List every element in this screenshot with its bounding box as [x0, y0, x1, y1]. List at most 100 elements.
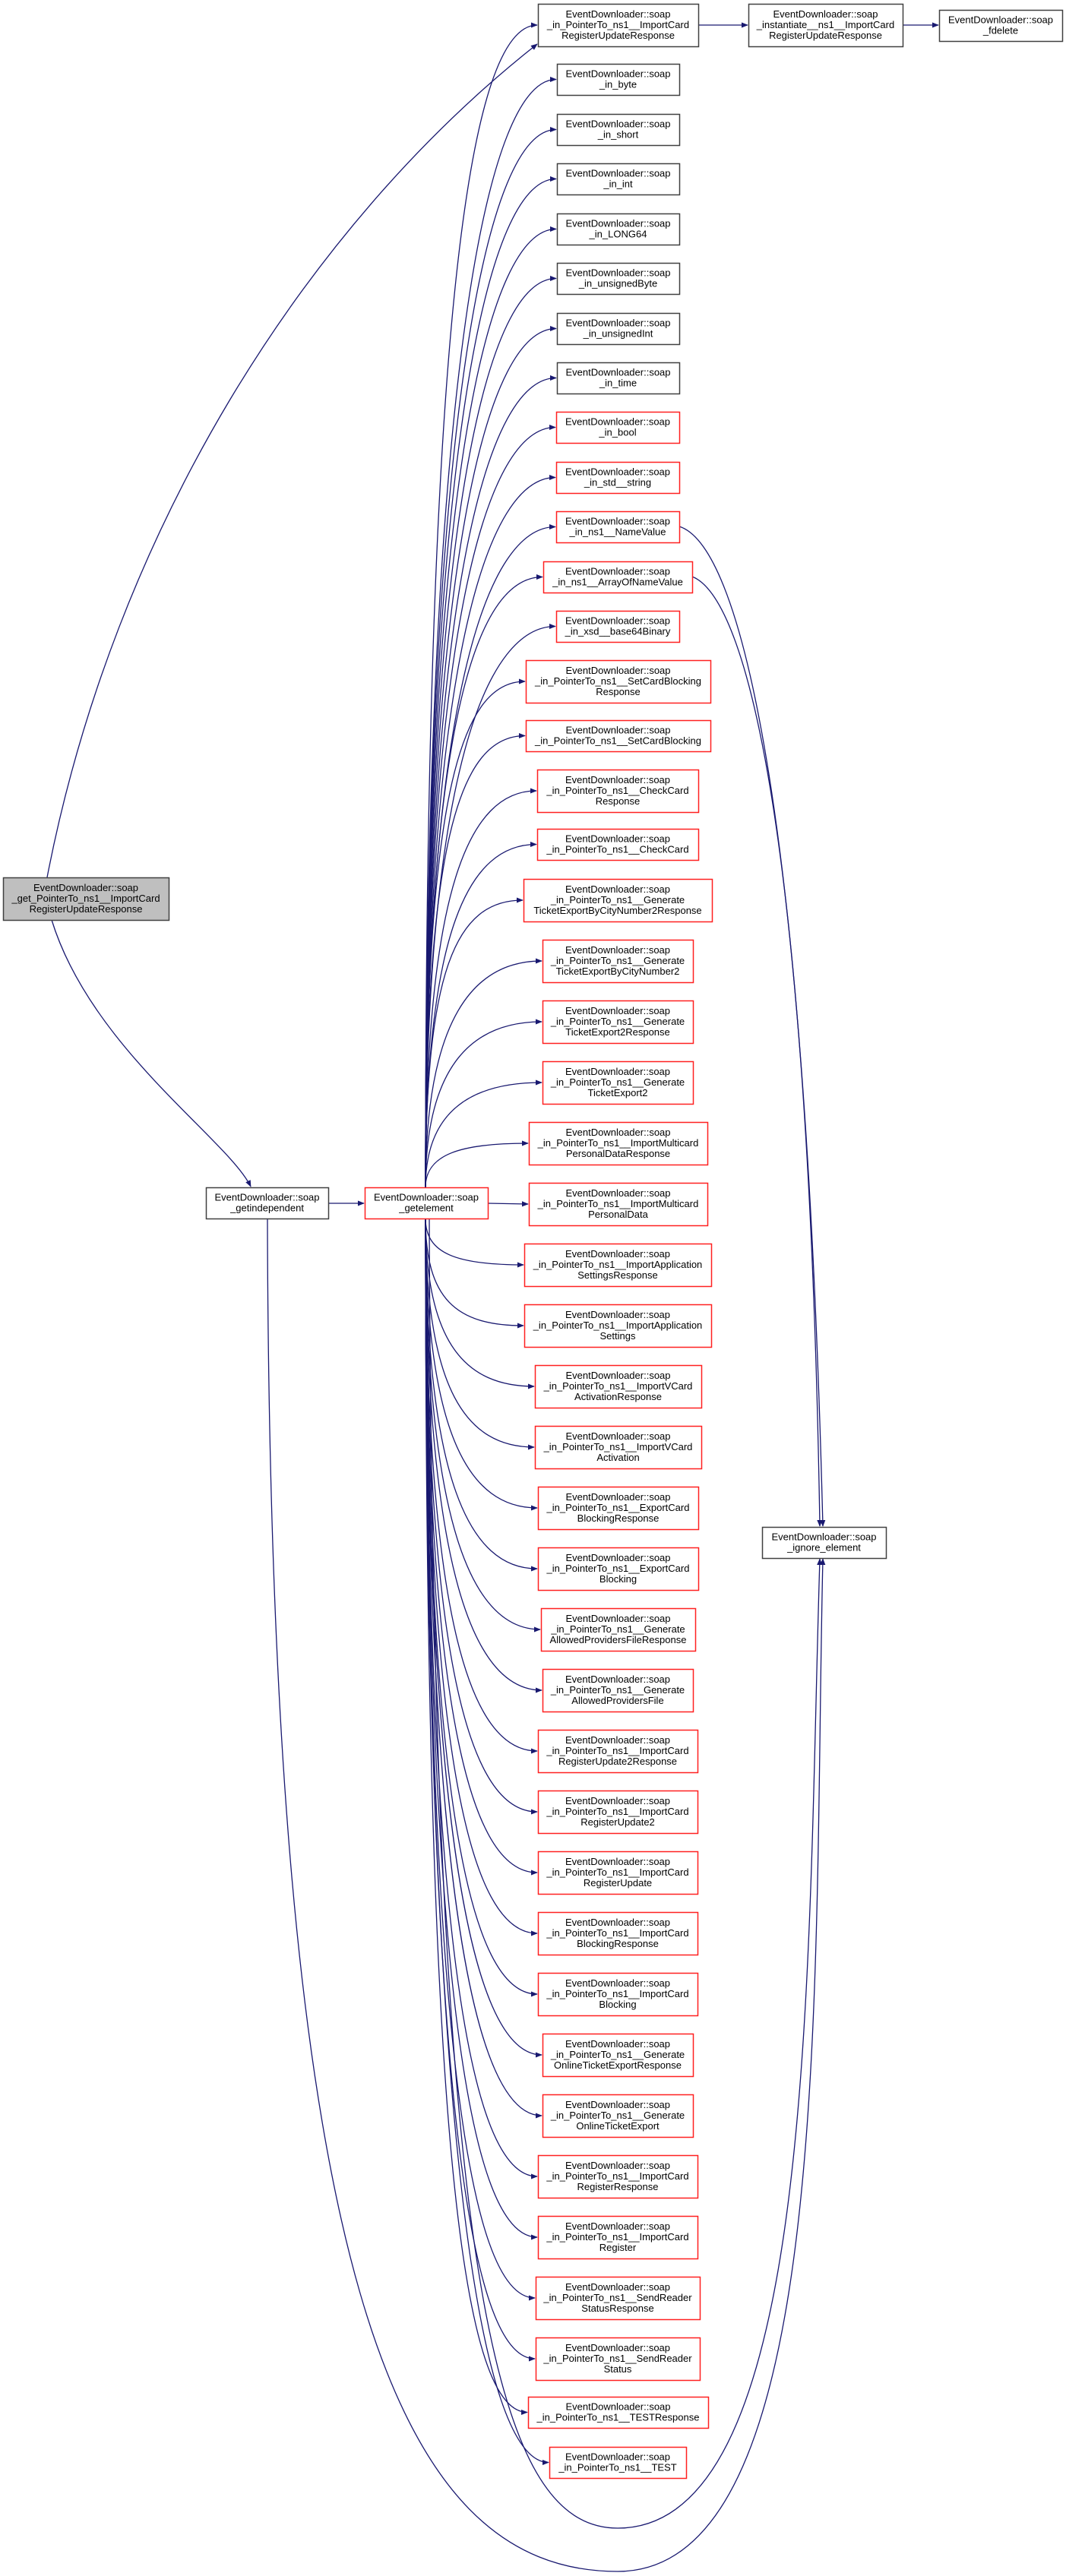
callee-node-4[interactable]: EventDownloader::soap_in_LONG64 — [556, 213, 681, 246]
node-label: _in_PointerTo_ns1__ImportCard — [546, 1806, 688, 1817]
node-box — [556, 362, 681, 395]
callee-node-9[interactable]: EventDownloader::soap_in_std__string — [555, 461, 681, 495]
ignore-element-node[interactable]: EventDownloader::soap_ignore_element — [761, 1526, 887, 1560]
node-label: _in_PointerTo_ns1__ImportCard — [546, 1745, 688, 1756]
node-label: Response — [596, 686, 641, 697]
callee-node-10[interactable]: EventDownloader::soap_in_ns1__NameValue — [555, 510, 681, 544]
callee-node-30[interactable]: EventDownloader::soap_in_PointerTo_ns1__… — [542, 1668, 694, 1713]
edge-getelement-to-callee4 — [425, 226, 557, 1188]
node-label: _in_PointerTo_ns1__ImportCard — [546, 1927, 688, 1939]
node-label: RegisterUpdate — [584, 1877, 652, 1889]
callee-node-1[interactable]: EventDownloader::soap_in_byte — [556, 63, 681, 96]
callee-node-5[interactable]: EventDownloader::soap_in_unsignedByte — [556, 262, 681, 296]
node-box — [556, 213, 681, 246]
edge-getelement-to-callee31 — [425, 1218, 538, 1754]
node-label: EventDownloader::soap — [565, 725, 670, 736]
node-label: EventDownloader::soap — [33, 882, 138, 893]
callee-node-36[interactable]: EventDownloader::soap_in_PointerTo_ns1__… — [542, 2033, 694, 2078]
node-label: _in_PointerTo_ns1__Generate — [550, 1076, 685, 1088]
callee-node-17[interactable]: EventDownloader::soap_in_PointerTo_ns1__… — [523, 878, 713, 923]
callee-node-19[interactable]: EventDownloader::soap_in_PointerTo_ns1__… — [542, 1000, 694, 1045]
node-label: EventDownloader::soap — [565, 218, 670, 229]
instantiate-node[interactable]: EventDownloader::soap_instantiate__ns1__… — [748, 3, 904, 48]
node-label: EventDownloader::soap — [565, 2160, 670, 2171]
node-label: EventDownloader::soap — [565, 1977, 670, 1989]
callee-node-20[interactable]: EventDownloader::soap_in_PointerTo_ns1__… — [542, 1060, 694, 1105]
getindependent-node[interactable]: EventDownloader::soap_getindependent — [205, 1187, 330, 1220]
callee-node-27[interactable]: EventDownloader::soap_in_PointerTo_ns1__… — [537, 1486, 700, 1531]
callee-node-43[interactable]: EventDownloader::soap_in_PointerTo_ns1__… — [549, 2446, 688, 2480]
node-label: ActivationResponse — [574, 1391, 662, 1402]
node-label: _in_PointerTo_ns1__CheckCard — [546, 785, 688, 796]
node-label: Status — [604, 2363, 632, 2375]
node-box — [542, 1000, 694, 1045]
getelement-node[interactable]: EventDownloader::soap_getelement — [364, 1187, 489, 1220]
callee-node-31[interactable]: EventDownloader::soap_in_PointerTo_ns1__… — [537, 1729, 699, 1774]
callee-node-33[interactable]: EventDownloader::soap_in_PointerTo_ns1__… — [537, 1851, 699, 1895]
callee-node-39[interactable]: EventDownloader::soap_in_PointerTo_ns1__… — [537, 2215, 699, 2260]
callee-node-0[interactable]: EventDownloader::soap_in_PointerTo_ns1__… — [537, 3, 700, 48]
node-box — [527, 2396, 710, 2429]
callee-node-13[interactable]: EventDownloader::soap_in_PointerTo_ns1__… — [525, 659, 712, 704]
callee-node-21[interactable]: EventDownloader::soap_in_PointerTo_ns1__… — [528, 1121, 709, 1166]
callee-node-41[interactable]: EventDownloader::soap_in_PointerTo_ns1__… — [535, 2337, 701, 2382]
fdelete-node[interactable]: EventDownloader::soap_fdelete — [938, 9, 1064, 43]
callee-node-14[interactable]: EventDownloader::soap_in_PointerTo_ns1__… — [525, 719, 712, 753]
edge-getelement-to-callee33 — [425, 1218, 538, 1876]
node-box — [528, 1182, 709, 1227]
callee-node-18[interactable]: EventDownloader::soap_in_PointerTo_ns1__… — [542, 939, 694, 984]
edge-getelement-to-ignore — [429, 1218, 823, 2529]
node-label: _in_PointerTo_ns1__Generate — [550, 1684, 685, 1696]
node-label: EventDownloader::soap — [565, 883, 670, 895]
callee-node-6[interactable]: EventDownloader::soap_in_unsignedInt — [556, 312, 681, 346]
callee-node-42[interactable]: EventDownloader::soap_in_PointerTo_ns1__… — [527, 2396, 710, 2429]
edge-getelement-to-callee29 — [425, 1218, 541, 1633]
callee-node-40[interactable]: EventDownloader::soap_in_PointerTo_ns1__… — [535, 2276, 701, 2321]
node-label: EventDownloader::soap — [214, 1192, 319, 1203]
root-node[interactable]: EventDownloader::soap_get_PointerTo_ns1_… — [2, 877, 170, 921]
edge-getelement-to-callee17 — [425, 897, 524, 1188]
callee-node-23[interactable]: EventDownloader::soap_in_PointerTo_ns1__… — [524, 1243, 713, 1288]
node-label: EventDownloader::soap — [565, 1309, 670, 1320]
node-label: RegisterUpdateResponse — [561, 30, 675, 41]
callee-node-25[interactable]: EventDownloader::soap_in_PointerTo_ns1__… — [534, 1364, 703, 1409]
callee-node-35[interactable]: EventDownloader::soap_in_PointerTo_ns1__… — [537, 1972, 699, 2017]
edge-getelement-to-callee19 — [425, 1019, 542, 1188]
node-box — [556, 63, 681, 96]
node-label: _in_PointerTo_ns1__TESTResponse — [536, 2412, 700, 2423]
callee-node-8[interactable]: EventDownloader::soap_in_bool — [555, 411, 681, 444]
node-box — [537, 1911, 699, 1956]
callee-node-7[interactable]: EventDownloader::soap_in_time — [556, 362, 681, 395]
edge-arrayofnamevalue-to-ignore — [691, 576, 823, 1527]
node-label: _in_PointerTo_ns1__SetCardBlocking — [534, 675, 701, 687]
node-box — [761, 1526, 887, 1560]
callee-node-37[interactable]: EventDownloader::soap_in_PointerTo_ns1__… — [542, 2094, 694, 2138]
node-box — [528, 1121, 709, 1166]
node-label: _in_PointerTo_ns1__ImportCard — [546, 1866, 688, 1878]
edge-getelement-to-callee30 — [425, 1218, 542, 1693]
callee-node-26[interactable]: EventDownloader::soap_in_PointerTo_ns1__… — [534, 1425, 703, 1470]
callee-node-32[interactable]: EventDownloader::soap_in_PointerTo_ns1__… — [537, 1790, 699, 1835]
callee-node-12[interactable]: EventDownloader::soap_in_xsd__base64Bina… — [555, 610, 681, 643]
node-label: EventDownloader::soap — [565, 1127, 670, 1138]
node-label: Blocking — [599, 1999, 636, 2010]
callee-node-2[interactable]: EventDownloader::soap_in_short — [556, 113, 681, 147]
callee-node-11[interactable]: EventDownloader::soap_in_ns1__ArrayOfNam… — [542, 561, 694, 594]
node-box — [525, 719, 712, 753]
callee-node-16[interactable]: EventDownloader::soap_in_PointerTo_ns1__… — [536, 828, 700, 861]
callee-node-29[interactable]: EventDownloader::soap_in_PointerTo_ns1__… — [540, 1607, 697, 1652]
node-label: TicketExport2 — [588, 1087, 648, 1098]
edge-getelement-to-callee22 — [487, 1201, 529, 1207]
node-label: EventDownloader::soap — [565, 566, 670, 577]
node-box — [537, 1547, 700, 1591]
callee-node-22[interactable]: EventDownloader::soap_in_PointerTo_ns1__… — [528, 1182, 709, 1227]
callee-node-24[interactable]: EventDownloader::soap_in_PointerTo_ns1__… — [524, 1304, 713, 1348]
callee-node-28[interactable]: EventDownloader::soap_in_PointerTo_ns1__… — [537, 1547, 700, 1591]
node-label: SettingsResponse — [577, 1269, 658, 1281]
callee-node-15[interactable]: EventDownloader::soap_in_PointerTo_ns1__… — [536, 769, 700, 814]
callee-node-34[interactable]: EventDownloader::soap_in_PointerTo_ns1__… — [537, 1911, 699, 1956]
node-box — [555, 610, 681, 643]
callee-node-38[interactable]: EventDownloader::soap_in_PointerTo_ns1__… — [537, 2154, 699, 2199]
callee-node-3[interactable]: EventDownloader::soap_in_int — [556, 163, 681, 196]
